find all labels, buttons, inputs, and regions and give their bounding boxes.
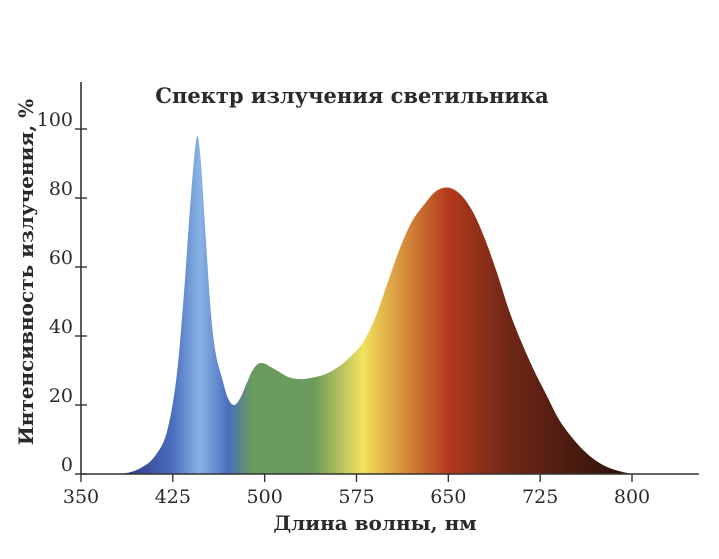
area-layer [117, 135, 633, 474]
chart-title: Спектр излучения светильника [155, 83, 549, 108]
x-tick-label: 350 [63, 486, 99, 508]
x-tick-label: 425 [155, 486, 191, 508]
y-axis-title: Интенсивность излучения, % [14, 99, 38, 445]
y-tick-label: 100 [37, 109, 73, 131]
x-tick-label: 800 [614, 486, 650, 508]
axis-layer [80, 82, 699, 475]
y-tick-label: 20 [49, 385, 73, 407]
y-tick-label: 40 [49, 316, 73, 338]
y-tick-label: 0 [61, 454, 73, 476]
x-tick-label: 725 [522, 486, 558, 508]
x-tick-label: 650 [430, 486, 466, 508]
spectrum-area [117, 135, 633, 474]
x-axis-title: Длина волны, нм [273, 511, 476, 535]
x-tick-label: 500 [247, 486, 283, 508]
tick-layer: 0 20 40 60 80 100 350 425 500 575 650 725 800 [37, 109, 650, 508]
y-tick-label: 80 [49, 178, 73, 200]
x-tick-label: 575 [338, 486, 374, 508]
y-tick-label: 60 [49, 247, 73, 269]
